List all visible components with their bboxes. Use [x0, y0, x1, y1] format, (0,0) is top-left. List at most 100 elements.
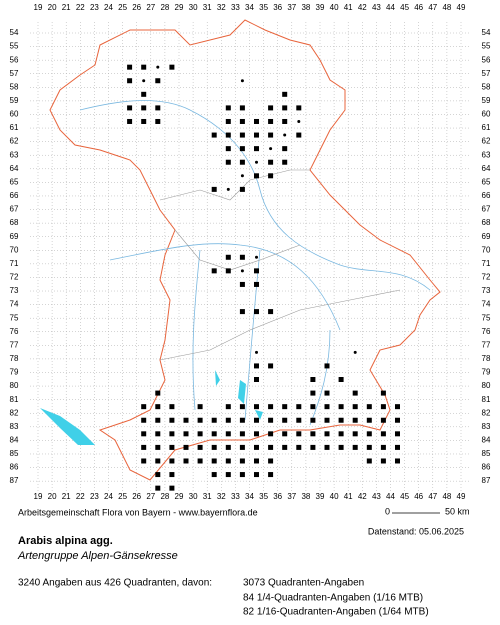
x-label: 39	[316, 492, 325, 501]
record	[395, 404, 400, 410]
record	[155, 78, 161, 84]
record	[297, 119, 301, 123]
x-label: 47	[428, 3, 437, 12]
x-label: 43	[372, 492, 381, 501]
record	[338, 417, 344, 423]
record	[282, 444, 288, 450]
record	[352, 431, 358, 437]
record	[183, 431, 189, 437]
y-label: 77	[482, 340, 491, 349]
record	[380, 431, 386, 437]
y-label: 55	[482, 42, 491, 51]
record	[169, 485, 175, 491]
record	[183, 417, 189, 423]
record	[269, 147, 273, 151]
record	[239, 159, 245, 165]
record	[155, 390, 161, 396]
record	[239, 309, 245, 315]
y-label: 55	[10, 42, 19, 51]
species-common: Artengruppe Alpen-Gänsekresse	[17, 550, 178, 562]
y-label: 83	[482, 422, 491, 431]
record	[254, 444, 259, 450]
record	[395, 444, 400, 450]
x-label: 30	[189, 3, 198, 12]
x-label: 49	[457, 492, 466, 501]
breakdown: 3073 Quadranten-Angaben	[243, 578, 364, 589]
y-label: 57	[10, 69, 19, 78]
y-label: 78	[482, 354, 491, 363]
record	[324, 444, 330, 450]
record	[225, 404, 231, 410]
record	[225, 472, 231, 478]
record	[225, 458, 231, 464]
summary: 3240 Angaben aus 426 Quadranten, davon:	[18, 578, 212, 589]
y-label: 56	[10, 55, 19, 64]
y-label: 57	[482, 69, 491, 78]
record	[254, 132, 259, 138]
y-label: 66	[10, 191, 19, 200]
record	[254, 458, 259, 464]
y-label: 56	[482, 55, 491, 64]
record	[239, 254, 245, 260]
record	[226, 187, 230, 191]
record	[197, 417, 203, 423]
record	[268, 417, 274, 423]
y-label: 80	[10, 381, 19, 390]
record	[225, 132, 231, 138]
record	[169, 472, 175, 478]
river	[192, 249, 201, 411]
record	[211, 472, 217, 478]
record	[141, 118, 147, 124]
x-label: 31	[203, 3, 212, 12]
y-label: 81	[482, 395, 491, 404]
x-label: 32	[217, 3, 226, 12]
river	[79, 100, 431, 291]
record	[240, 174, 244, 178]
x-label: 42	[358, 492, 367, 501]
record	[225, 417, 231, 423]
record	[169, 417, 175, 423]
record	[366, 404, 372, 410]
y-label: 60	[482, 110, 491, 119]
record	[225, 146, 231, 152]
record	[197, 404, 203, 410]
record	[239, 281, 245, 287]
y-label: 71	[10, 259, 19, 268]
record	[127, 78, 133, 84]
y-label: 85	[10, 449, 19, 458]
record	[155, 472, 161, 478]
x-label: 35	[259, 492, 268, 501]
y-label: 74	[10, 300, 19, 309]
x-label: 20	[48, 3, 57, 12]
x-label: 33	[231, 3, 240, 12]
x-label: 31	[203, 492, 212, 501]
x-label: 44	[386, 3, 395, 12]
record	[255, 350, 258, 354]
record	[268, 309, 274, 315]
x-label: 19	[34, 3, 43, 12]
record	[324, 390, 330, 396]
x-label: 19	[34, 492, 43, 501]
record	[183, 444, 189, 450]
record	[268, 404, 274, 410]
bavaria-border	[49, 19, 441, 481]
x-label: 38	[301, 492, 310, 501]
record	[239, 417, 245, 423]
record	[169, 404, 175, 410]
date: Datenstand: 05.06.2025	[368, 526, 464, 536]
record	[296, 444, 302, 450]
record	[268, 118, 274, 124]
record	[211, 132, 217, 138]
y-label: 84	[10, 436, 19, 445]
record	[211, 186, 217, 192]
x-label: 26	[132, 492, 141, 501]
record	[127, 105, 133, 111]
y-label: 66	[482, 191, 491, 200]
y-label: 79	[482, 368, 491, 377]
record	[310, 390, 316, 396]
record	[155, 458, 161, 464]
grid: 19 19 20 20 21 21 22 22 23 23 24 24 25 25 26 26 27 27 28 28…	[10, 3, 491, 501]
y-label: 69	[10, 232, 19, 241]
record	[239, 404, 245, 410]
